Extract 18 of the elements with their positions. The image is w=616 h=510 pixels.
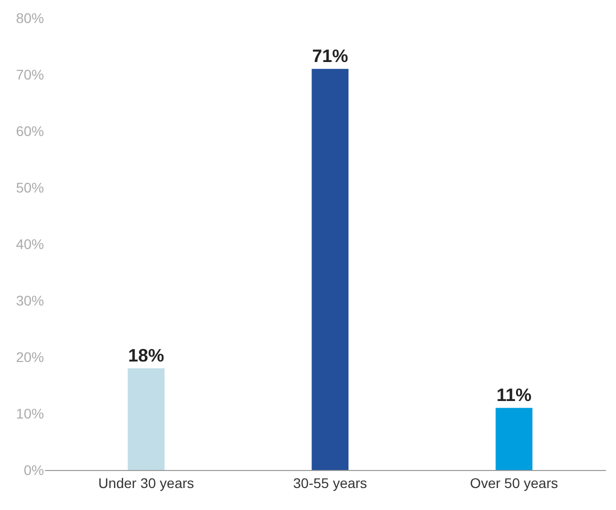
y-tick-label: 50% (16, 179, 44, 196)
bar (312, 68, 348, 470)
y-tick-label: 80% (16, 10, 44, 26)
data-label: 11% (496, 384, 532, 405)
y-tick-label: 20% (16, 348, 44, 365)
y-tick-label: 60% (16, 122, 44, 139)
data-label: 18% (128, 345, 164, 366)
data-label: 71% (312, 46, 348, 66)
bar (496, 408, 532, 470)
y-tick-label: 30% (16, 292, 44, 308)
x-tick-label: Over 50 years (470, 474, 558, 491)
y-tick-label: 10% (16, 405, 44, 422)
x-tick-label: Under 30 years (98, 474, 194, 491)
y-tick-label: 40% (16, 236, 44, 252)
bar (128, 368, 165, 470)
y-tick-label: 70% (16, 66, 44, 82)
y-tick-label: 0% (24, 462, 44, 478)
x-tick-label: 30-55 years (293, 474, 368, 491)
